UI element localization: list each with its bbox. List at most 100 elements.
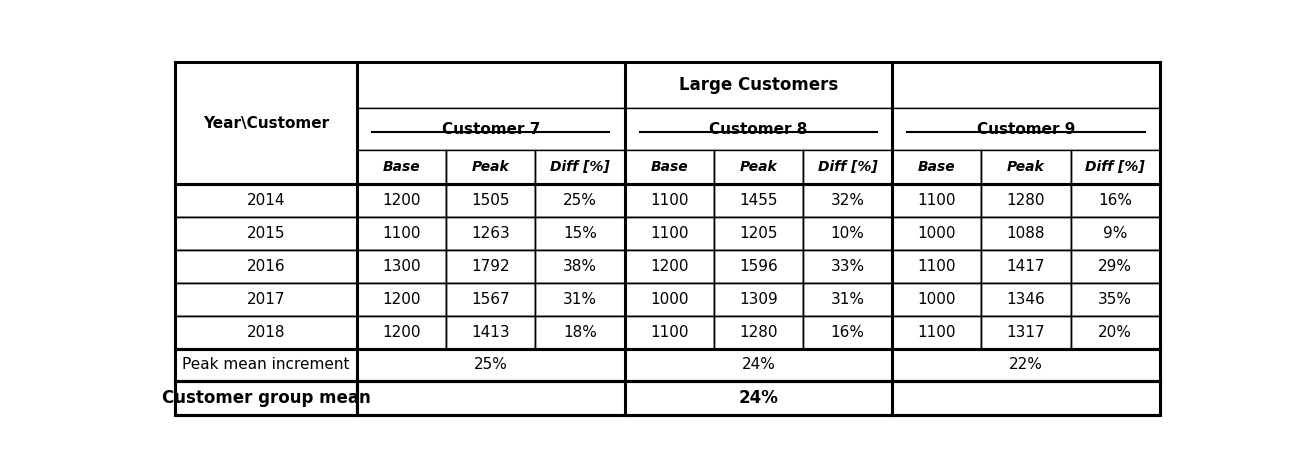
Bar [535,184,625,217]
Bar [625,217,713,250]
Text: 1100: 1100 [918,259,956,274]
Text: Base: Base [651,160,687,174]
Text: Customer 9: Customer 9 [976,122,1075,137]
Bar [447,316,535,348]
Bar [357,316,447,348]
Bar [447,217,535,250]
Text: 24%: 24% [738,388,779,406]
Bar [713,316,803,348]
Bar [174,217,357,250]
Bar [713,150,803,184]
Bar [357,217,447,250]
Text: 1200: 1200 [383,292,421,307]
Bar [535,217,625,250]
Bar [357,150,447,184]
Text: 1413: 1413 [471,325,510,339]
Bar [892,316,982,348]
Text: 15%: 15% [562,226,596,241]
Bar [892,217,982,250]
Text: 1000: 1000 [650,292,689,307]
Bar [1070,316,1160,348]
Bar [357,380,1160,414]
Text: 1000: 1000 [918,226,956,241]
Bar [892,250,982,283]
Text: 33%: 33% [831,259,865,274]
Bar [447,283,535,316]
Bar [892,108,1160,150]
Bar [357,184,447,217]
Text: 1263: 1263 [471,226,510,241]
Bar [803,316,892,348]
Text: 9%: 9% [1103,226,1128,241]
Bar [447,250,535,283]
Text: Customer group mean: Customer group mean [161,388,370,406]
Text: 24%: 24% [741,357,775,372]
Text: 2015: 2015 [246,226,285,241]
Text: 25%: 25% [474,357,508,372]
Bar [447,150,535,184]
Bar [535,250,625,283]
Text: 1100: 1100 [650,193,689,208]
Bar [535,150,625,184]
Text: Diff [%]: Diff [%] [818,160,878,174]
Bar [625,348,892,380]
Bar [357,283,447,316]
Bar [803,250,892,283]
Text: Diff [%]: Diff [%] [551,160,609,174]
Text: 1280: 1280 [1006,193,1046,208]
Bar [174,316,357,348]
Text: 1200: 1200 [650,259,689,274]
Text: 18%: 18% [562,325,596,339]
Bar [174,380,357,414]
Bar [535,283,625,316]
Bar [625,283,713,316]
Bar [625,250,713,283]
Bar [535,316,625,348]
Bar [982,316,1070,348]
Text: Large Customers: Large Customers [678,76,838,94]
Text: 31%: 31% [562,292,598,307]
Bar [1070,250,1160,283]
Bar [1070,150,1160,184]
Bar [174,250,357,283]
Text: 20%: 20% [1098,325,1131,339]
Text: 1205: 1205 [740,226,777,241]
Text: 35%: 35% [1098,292,1133,307]
Text: 22%: 22% [1009,357,1043,372]
Text: 1505: 1505 [471,193,510,208]
Bar [1070,217,1160,250]
Bar [713,283,803,316]
Bar [982,217,1070,250]
Bar [892,348,1160,380]
Text: Peak: Peak [740,160,777,174]
Text: 38%: 38% [562,259,598,274]
Text: 1200: 1200 [383,193,421,208]
Text: 1792: 1792 [471,259,510,274]
Text: 1567: 1567 [471,292,510,307]
Text: 16%: 16% [1098,193,1133,208]
Text: 29%: 29% [1098,259,1133,274]
Bar [174,348,357,380]
Text: 1100: 1100 [650,226,689,241]
Text: 1280: 1280 [740,325,777,339]
Bar [447,184,535,217]
Bar [892,150,982,184]
Bar [625,184,713,217]
Text: 1088: 1088 [1006,226,1046,241]
Text: 32%: 32% [831,193,865,208]
Text: Customer 7: Customer 7 [441,122,540,137]
Text: Diff [%]: Diff [%] [1086,160,1144,174]
Text: Year\Customer: Year\Customer [203,116,329,131]
Bar [713,217,803,250]
Bar [357,62,1160,108]
Bar [625,150,713,184]
Text: 1346: 1346 [1006,292,1046,307]
Text: 10%: 10% [831,226,865,241]
Bar [803,150,892,184]
Bar [1070,184,1160,217]
Text: 2014: 2014 [246,193,285,208]
Bar [982,150,1070,184]
Bar [892,184,982,217]
Bar [357,250,447,283]
Bar [803,283,892,316]
